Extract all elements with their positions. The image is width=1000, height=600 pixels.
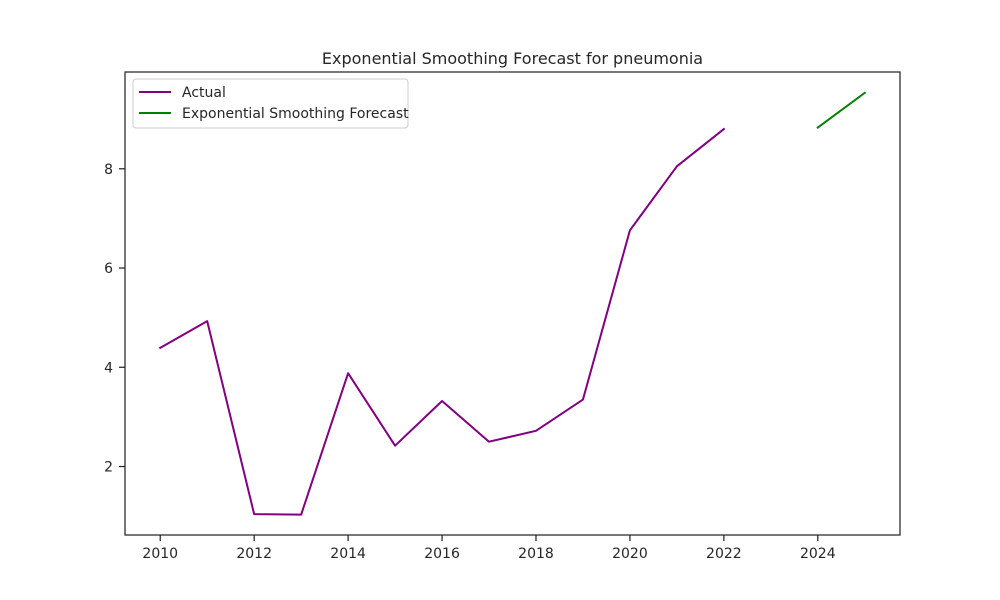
legend: Actual Exponential Smoothing Forecast xyxy=(132,78,409,129)
x-tick-label: 2012 xyxy=(236,546,272,562)
legend-label-forecast: Exponential Smoothing Forecast xyxy=(182,106,409,122)
y-tick-label: 2 xyxy=(104,460,113,476)
plot-area-frame xyxy=(124,71,901,536)
series-line-1 xyxy=(816,91,867,129)
x-tick-label: 2016 xyxy=(424,546,460,562)
x-tick-label: 2024 xyxy=(800,546,836,562)
x-tick-label: 2018 xyxy=(518,546,554,562)
legend-label-actual: Actual xyxy=(182,85,226,101)
x-tick-label: 2010 xyxy=(142,546,178,562)
chart-title: Exponential Smoothing Forecast for pneum… xyxy=(322,49,703,68)
y-tick-label: 4 xyxy=(104,360,113,376)
x-tick-label: 2014 xyxy=(330,546,366,562)
x-axis: 2010 2012 2014 2016 2018 2020 2022 2024 xyxy=(142,535,836,562)
y-tick-label: 6 xyxy=(104,261,113,277)
series-layer xyxy=(158,91,867,516)
x-tick-label: 2020 xyxy=(612,546,648,562)
x-tick-label: 2022 xyxy=(706,546,742,562)
series-line-0 xyxy=(158,127,726,516)
legend-box xyxy=(132,78,409,129)
y-tick-label: 8 xyxy=(104,162,113,178)
y-axis: 2 4 6 8 xyxy=(104,162,125,476)
